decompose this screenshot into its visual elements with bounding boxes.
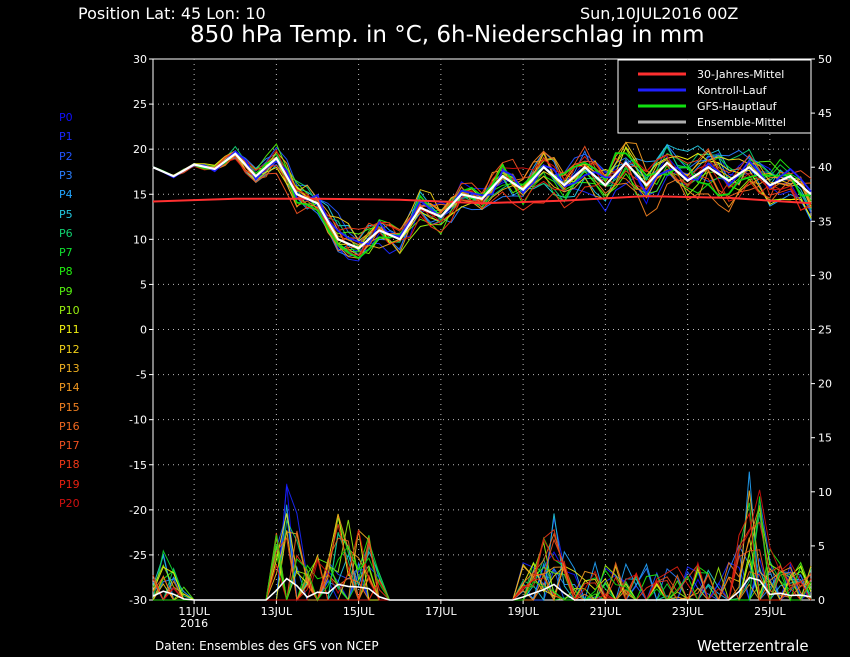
x-tick-sublabel: 2016 xyxy=(180,617,208,630)
member-label-p15: P15 xyxy=(59,400,80,414)
legend-label: GFS-Hauptlauf xyxy=(697,100,778,113)
x-tick-label: 25JUL xyxy=(754,605,786,618)
member-label-p17: P17 xyxy=(59,439,80,453)
member-precip-line xyxy=(152,530,812,602)
member-label-p14: P14 xyxy=(59,381,80,395)
x-tick-label: 13JUL xyxy=(261,605,293,618)
x-tick-label: 17JUL xyxy=(425,605,457,618)
legend-label: Ensemble-Mittel xyxy=(697,116,786,129)
y-left-tick-label: 10 xyxy=(133,233,147,246)
y-right-tick-label: 15 xyxy=(818,432,832,445)
ensemble-mean-line xyxy=(152,152,812,250)
y-right-tick-label: 40 xyxy=(818,161,832,174)
member-label-p2: P2 xyxy=(59,149,73,163)
member-label-p1: P1 xyxy=(59,130,73,144)
member-label-p11: P11 xyxy=(59,323,80,337)
x-tick-label: 23JUL xyxy=(672,605,704,618)
member-label-p20: P20 xyxy=(59,497,80,510)
member-temp-line xyxy=(152,145,812,242)
mean-precip-line xyxy=(152,576,812,601)
x-tick-label: 19JUL xyxy=(507,605,539,618)
y-left-tick-label: 5 xyxy=(140,278,147,291)
member-label-p18: P18 xyxy=(59,458,80,472)
member-label-p4: P4 xyxy=(59,188,73,202)
y-right-tick-label: 25 xyxy=(818,324,832,337)
plot-frame xyxy=(152,58,812,601)
y-right-tick-label: 50 xyxy=(818,53,832,66)
y-right-tick-label: 5 xyxy=(818,540,825,553)
x-tick-label: 11JUL xyxy=(178,605,210,618)
legend-label: 30-Jahres-Mittel xyxy=(697,68,784,81)
member-label-p3: P3 xyxy=(59,168,73,182)
member-label-p13: P13 xyxy=(59,361,80,375)
y-left-tick-label: 25 xyxy=(133,98,147,111)
member-label-p5: P5 xyxy=(59,207,73,221)
member-label-p16: P16 xyxy=(59,419,80,433)
member-precip-line xyxy=(152,530,812,602)
legend-label: Kontroll-Lauf xyxy=(697,84,768,97)
data-source-note: Daten: Ensembles des GFS von NCEP xyxy=(155,639,379,653)
y-right-tick-label: 35 xyxy=(818,215,832,228)
y-right-tick-label: 30 xyxy=(818,269,832,282)
y-right-tick-label: 0 xyxy=(818,594,825,607)
member-label-p12: P12 xyxy=(59,342,80,356)
y-left-tick-label: 15 xyxy=(133,188,147,201)
member-label-p9: P9 xyxy=(59,284,73,298)
y-left-tick-label: -10 xyxy=(129,414,147,427)
brand-name: Wetterzentrale xyxy=(697,637,809,655)
member-precip-line xyxy=(152,471,812,602)
position-label: Position Lat: 45 Lon: 10 xyxy=(78,4,266,23)
y-left-tick-label: 30 xyxy=(133,53,147,66)
x-tick-label: 21JUL xyxy=(590,605,622,618)
y-right-tick-label: 45 xyxy=(818,107,832,120)
y-left-tick-label: 0 xyxy=(140,324,147,337)
member-label-p19: P19 xyxy=(59,477,80,491)
run-datestamp: Sun,10JUL2016 00Z xyxy=(580,4,739,23)
member-label-p10: P10 xyxy=(59,304,80,317)
member-label-p0: P0 xyxy=(59,111,73,124)
y-left-tick-label: -25 xyxy=(129,549,147,562)
member-label-p6: P6 xyxy=(59,226,73,240)
y-left-tick-label: -15 xyxy=(129,459,147,472)
control-run-line xyxy=(152,150,812,246)
y-left-tick-label: -30 xyxy=(129,594,147,607)
x-tick-label: 15JUL xyxy=(343,605,375,618)
climatology-line xyxy=(152,195,812,205)
y-left-tick-label: -5 xyxy=(136,369,147,382)
member-label-p7: P7 xyxy=(59,246,73,260)
y-right-tick-label: 10 xyxy=(818,486,832,499)
member-label-p8: P8 xyxy=(59,265,73,279)
chart-title: 850 hPa Temp. in °C, 6h-Niederschlag in … xyxy=(190,22,705,48)
y-left-tick-label: 20 xyxy=(133,143,147,156)
y-right-tick-label: 20 xyxy=(818,378,832,391)
y-left-tick-label: -20 xyxy=(129,504,147,517)
